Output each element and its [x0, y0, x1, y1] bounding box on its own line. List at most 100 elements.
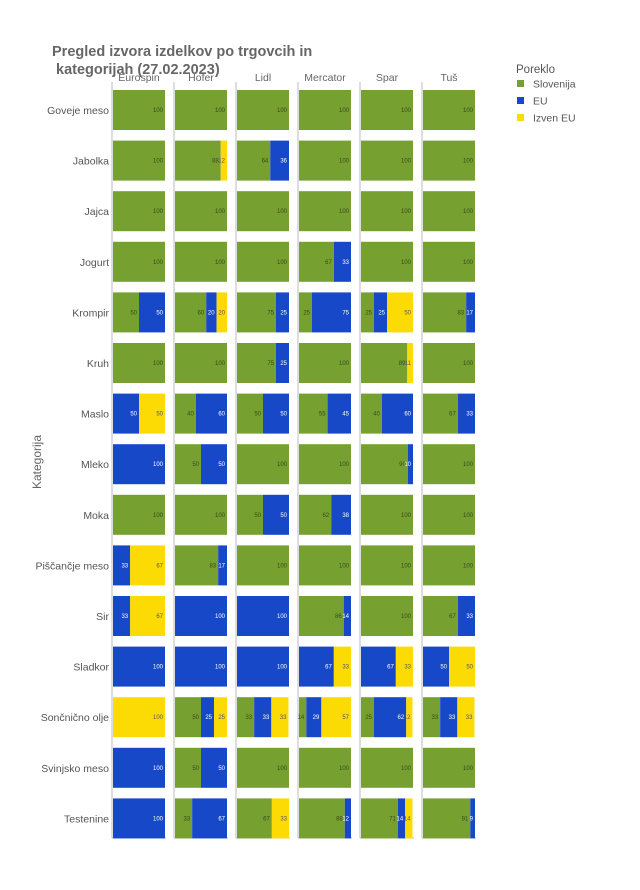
value-label-1-1-2: 12	[218, 159, 225, 165]
legend-swatch-0	[517, 80, 524, 87]
value-label-7-2-0: 100	[277, 462, 288, 468]
category-label-1: Jabolka	[73, 156, 109, 168]
bar-segment-12-4-0	[361, 697, 374, 738]
value-label-4-4-2: 50	[404, 310, 411, 316]
category-label-10: Sir	[96, 611, 109, 623]
value-label-11-3-1: 67	[325, 665, 332, 671]
value-label-3-5-0: 100	[463, 260, 474, 266]
value-label-4-5-0: 83	[457, 310, 464, 316]
value-label-0-0-0: 100	[153, 108, 164, 114]
value-label-14-4-2: 14	[404, 816, 411, 822]
bar-segment-6-2-0	[237, 393, 263, 434]
value-label-7-1-0: 50	[192, 462, 199, 468]
bar-segment-1-2-0	[237, 140, 271, 181]
legend: Poreklo Slovenija EU Izven EU	[516, 64, 576, 125]
value-label-12-3-1: 29	[313, 715, 320, 721]
bar-segment-5-4-2	[407, 343, 413, 383]
bar-segment-5-2-1	[276, 343, 289, 383]
value-label-14-5-0: 91	[462, 816, 469, 822]
bar-segment-9-3-0	[299, 545, 351, 586]
value-label-12-1-0: 50	[192, 715, 199, 721]
value-label-7-1-1: 50	[218, 462, 225, 468]
bar-segment-7-0-1	[113, 444, 165, 485]
bar-segment-4-0-1	[139, 292, 165, 333]
value-label-3-3-0: 67	[325, 260, 332, 266]
value-label-12-4-0: 25	[365, 715, 372, 721]
bar-segment-7-4-0	[361, 444, 408, 485]
value-label-8-4-0: 100	[401, 513, 412, 519]
value-label-4-1-0: 60	[198, 310, 205, 316]
bar-segment-2-3-0	[299, 191, 351, 232]
value-label-6-4-1: 60	[404, 412, 411, 418]
value-label-5-0-0: 100	[153, 361, 164, 367]
value-label-10-4-0: 100	[401, 614, 412, 620]
facet-header-3: Mercator	[304, 72, 346, 84]
bar-segment-6-4-1	[381, 393, 413, 434]
bar-segment-9-2-0	[237, 545, 289, 586]
value-label-2-4-0: 100	[401, 209, 412, 215]
bar-segment-1-3-0	[299, 140, 351, 181]
value-label-5-2-0: 75	[267, 361, 274, 367]
bar-segment-12-3-2	[321, 697, 351, 738]
value-label-1-5-0: 100	[463, 159, 474, 165]
bar-segment-0-4-0	[361, 90, 413, 130]
bar-segment-12-4-2	[406, 697, 413, 738]
facet-header-4: Spar	[376, 72, 399, 84]
value-label-12-5-1: 33	[449, 715, 456, 721]
value-label-12-3-2: 57	[342, 715, 349, 721]
bar-segment-7-1-1	[201, 444, 227, 485]
facet-header-5: Tuš	[440, 72, 457, 84]
value-label-6-2-1: 50	[280, 412, 287, 418]
bar-segment-2-5-0	[423, 191, 475, 232]
bar-segment-1-0-0	[113, 140, 165, 181]
value-label-12-2-2: 33	[280, 715, 287, 721]
bar-segment-4-3-0	[299, 292, 312, 333]
value-label-10-3-0: 86	[335, 614, 342, 620]
bar-segment-3-1-0	[175, 241, 227, 282]
value-label-4-4-1: 25	[378, 310, 385, 316]
bar-segment-4-0-0	[113, 292, 139, 333]
value-label-5-5-0: 100	[463, 361, 474, 367]
value-label-9-2-0: 100	[277, 563, 288, 569]
bar-segment-3-3-0	[299, 241, 334, 282]
value-label-2-2-0: 100	[277, 209, 288, 215]
value-label-11-5-1: 50	[440, 665, 447, 671]
bar-segment-5-4-0	[361, 343, 408, 383]
value-label-14-2-2: 33	[280, 816, 287, 822]
bar-segment-10-0-1	[113, 596, 131, 636]
bar-segment-7-5-0	[423, 444, 475, 485]
bar-segment-10-2-1	[237, 596, 289, 636]
value-label-10-1-1: 100	[215, 614, 226, 620]
value-label-7-0-1: 100	[153, 462, 164, 468]
value-label-12-4-2: 12	[404, 715, 411, 721]
value-label-13-1-0: 50	[192, 766, 199, 772]
value-label-4-4-0: 25	[365, 310, 372, 316]
value-label-6-2-0: 50	[254, 412, 261, 418]
value-label-8-3-1: 38	[342, 513, 349, 519]
bar-segment-5-2-0	[237, 343, 276, 383]
facet-headers: Eurospin Hofer Lidl Mercator Spar Tuš	[111, 72, 476, 839]
value-label-12-5-2: 33	[466, 715, 473, 721]
bar-segment-14-2-0	[237, 798, 272, 839]
bar-segment-1-1-0	[175, 140, 221, 181]
value-label-9-3-0: 100	[339, 563, 350, 569]
value-label-6-1-1: 60	[218, 412, 225, 418]
value-label-4-5-1: 17	[466, 310, 473, 316]
legend-label-2: Izven EU	[533, 113, 576, 125]
bar-segment-11-4-2	[395, 646, 413, 687]
bar-segment-8-2-0	[237, 494, 263, 535]
value-label-14-3-1: 12	[342, 816, 349, 822]
value-label-1-0-0: 100	[153, 159, 164, 165]
chart-title-line-2: kategorijah (27.02.2023)	[52, 62, 220, 78]
value-label-9-1-1: 17	[218, 563, 225, 569]
category-label-5: Kruh	[87, 358, 109, 370]
value-label-7-5-0: 100	[463, 462, 474, 468]
value-label-1-4-0: 100	[401, 159, 412, 165]
value-label-10-5-1: 33	[466, 614, 473, 620]
bar-segment-8-3-0	[299, 494, 332, 535]
category-label-0: Goveje meso	[47, 105, 109, 117]
bar-segment-14-2-2	[271, 798, 289, 839]
value-label-8-2-0: 50	[254, 513, 261, 519]
bar-segment-1-5-0	[423, 140, 475, 181]
